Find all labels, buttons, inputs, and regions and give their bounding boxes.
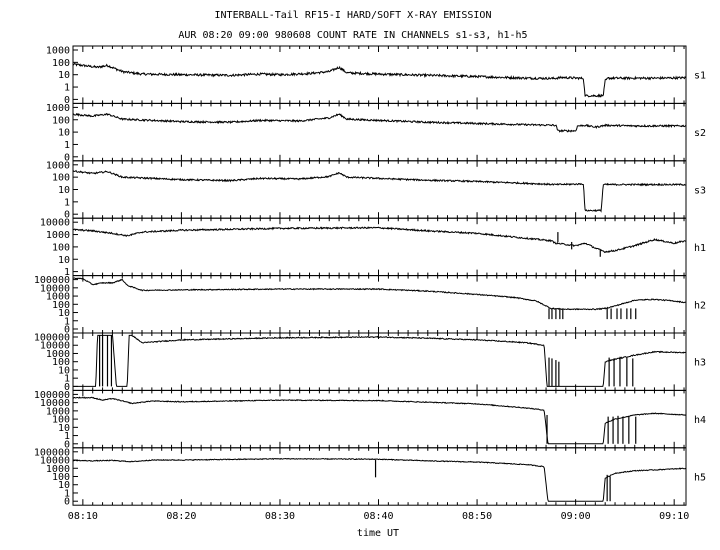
xtick-label-0820: 08:20 — [166, 511, 196, 522]
ytick-label-h5-1000: 1000 — [46, 464, 70, 475]
ytick-label-h3-100000: 100000 — [34, 333, 70, 344]
ytick-label-s3-100: 100 — [52, 173, 70, 184]
series-line-h2 — [72, 277, 686, 311]
channel-label-s2: s2 — [694, 128, 706, 139]
panel-frame-s2 — [72, 102, 687, 162]
ytick-label-h1-10000: 10000 — [40, 218, 70, 229]
ytick-label-h2-0: 0 — [64, 325, 70, 336]
ytick-label-h3-10000: 10000 — [40, 341, 70, 352]
xtick-label-0910: 09:10 — [659, 511, 689, 522]
ytick-label-s2-1: 1 — [64, 140, 70, 151]
xtick-label-0830: 08:30 — [265, 511, 295, 522]
ytick-label-s1-0: 0 — [64, 95, 70, 106]
figure-title: INTERBALL-Tail RF15-I HARD/SOFT X-RAY EM… — [215, 10, 492, 21]
channel-label-h4: h4 — [694, 415, 706, 426]
ytick-label-h1-1000: 1000 — [46, 230, 70, 241]
ytick-label-s1-1000: 1000 — [46, 46, 70, 57]
ytick-label-h2-1000: 1000 — [46, 292, 70, 303]
channel-label-h5: h5 — [694, 473, 706, 484]
ytick-label-h3-1: 1 — [64, 374, 70, 385]
ytick-label-h5-0: 0 — [64, 497, 70, 508]
ytick-label-h2-1: 1 — [64, 316, 70, 327]
panel-frame-h5 — [72, 447, 687, 506]
ytick-label-h4-0: 0 — [64, 439, 70, 450]
xtick-label-0840: 08:40 — [363, 511, 393, 522]
ytick-label-s1-10: 10 — [58, 70, 70, 81]
ytick-label-h5-100000: 100000 — [34, 447, 70, 458]
ytick-label-s2-10: 10 — [58, 128, 70, 139]
ytick-label-s3-1000: 1000 — [46, 160, 70, 171]
ytick-label-s3-1: 1 — [64, 197, 70, 208]
ytick-label-h4-10: 10 — [58, 423, 70, 434]
ytick-label-h1-1: 1 — [64, 267, 70, 278]
xtick-label-0900: 09:00 — [561, 511, 591, 522]
ytick-label-s2-100: 100 — [52, 115, 70, 126]
panel-frame-h2 — [72, 275, 687, 334]
ytick-label-h1-10: 10 — [58, 255, 70, 266]
panel-frame-h4 — [72, 389, 687, 449]
ytick-label-h4-1000: 1000 — [46, 406, 70, 417]
series-line-s3 — [72, 169, 686, 213]
x-axis-label: time UT — [357, 528, 399, 539]
ytick-label-s2-0: 0 — [64, 152, 70, 163]
ytick-label-s2-1000: 1000 — [46, 103, 70, 114]
panel-frame-h1 — [72, 217, 687, 277]
ytick-label-h4-100: 100 — [52, 415, 70, 426]
ytick-label-h2-100000: 100000 — [34, 275, 70, 286]
ytick-label-s1-1: 1 — [64, 83, 70, 94]
ytick-label-h5-100: 100 — [52, 472, 70, 483]
ytick-label-h4-100000: 100000 — [34, 390, 70, 401]
series-line-s2 — [73, 112, 686, 133]
figure-subtitle: AUR 08:20 09:00 980608 COUNT RATE IN CHA… — [178, 30, 527, 41]
channel-label-h3: h3 — [694, 358, 706, 369]
channel-label-s1: s1 — [694, 71, 706, 82]
xtick-label-0810: 08:10 — [68, 511, 98, 522]
series-line-h4 — [72, 396, 686, 445]
series-line-h1 — [72, 226, 686, 254]
ytick-label-s3-10: 10 — [58, 185, 70, 196]
ytick-label-h5-1: 1 — [64, 488, 70, 499]
ytick-label-h4-10000: 10000 — [40, 398, 70, 409]
ytick-label-h2-10000: 10000 — [40, 283, 70, 294]
ytick-label-s1-100: 100 — [52, 58, 70, 69]
ytick-label-h3-1000: 1000 — [46, 349, 70, 360]
xtick-label-0850: 08:50 — [462, 511, 492, 522]
ytick-label-h2-10: 10 — [58, 308, 70, 319]
series-line-h5 — [72, 457, 686, 502]
ytick-label-h5-10: 10 — [58, 480, 70, 491]
ytick-label-h3-0: 0 — [64, 382, 70, 393]
ytick-label-h5-10000: 10000 — [40, 456, 70, 467]
ytick-label-h4-1: 1 — [64, 431, 70, 442]
series-line-s1 — [72, 62, 687, 98]
ytick-label-h3-10: 10 — [58, 365, 70, 376]
series-line-h3 — [73, 334, 686, 387]
channel-label-s3: s3 — [694, 186, 706, 197]
channel-label-h1: h1 — [694, 243, 706, 254]
channel-label-h2: h2 — [694, 300, 706, 311]
ytick-label-h1-100: 100 — [52, 242, 70, 253]
ytick-label-h2-100: 100 — [52, 300, 70, 311]
ytick-label-s3-0: 0 — [64, 210, 70, 221]
panels-group: 10001001010s110001001010s210001001010s31… — [34, 45, 706, 522]
ytick-label-h3-100: 100 — [52, 357, 70, 368]
